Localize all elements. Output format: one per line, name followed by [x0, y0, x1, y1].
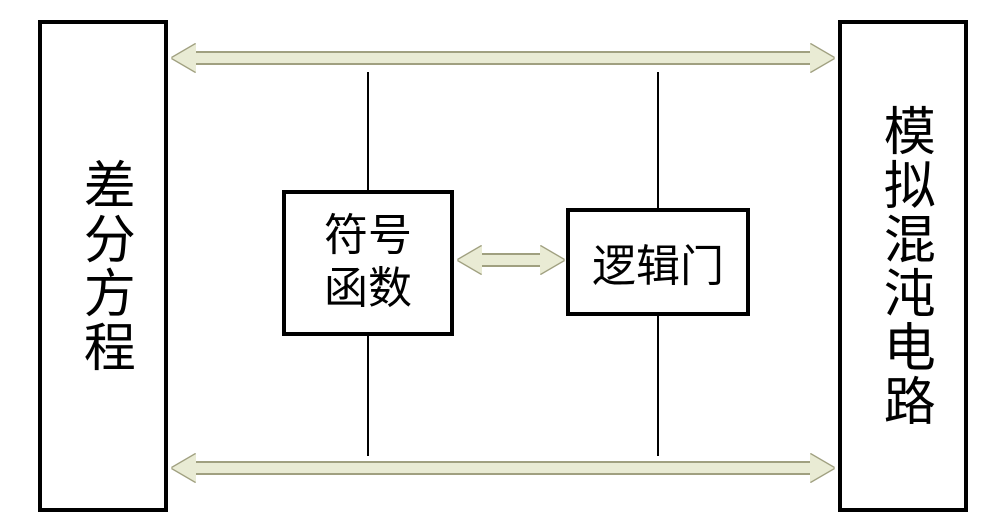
- node-left-label: 差分方程: [76, 158, 131, 374]
- arrow-shaft: [482, 253, 540, 267]
- connector-line: [657, 72, 659, 208]
- node-mid-left: 符号 函数: [282, 190, 454, 336]
- arrow-head-left-icon: [172, 44, 196, 72]
- arrow-middle: [458, 246, 564, 274]
- node-mid-left-line2: 函数: [324, 263, 412, 316]
- node-left: 差分方程: [38, 20, 168, 512]
- connector-line: [367, 336, 369, 456]
- node-mid-left-text: 符号 函数: [324, 210, 412, 316]
- arrow-top: [172, 44, 834, 72]
- node-mid-left-line1: 符号: [324, 210, 412, 263]
- arrow-head-right-icon: [810, 454, 834, 482]
- arrow-shaft: [196, 51, 810, 65]
- arrow-shaft: [196, 461, 810, 475]
- node-mid-right: 逻辑门: [566, 208, 750, 316]
- connector-line: [657, 316, 659, 456]
- arrow-head-left-icon: [458, 246, 482, 274]
- node-right: 模拟混沌电路: [838, 20, 968, 512]
- arrow-head-right-icon: [810, 44, 834, 72]
- node-right-label: 模拟混沌电路: [876, 104, 931, 428]
- arrow-head-left-icon: [172, 454, 196, 482]
- connector-line: [367, 72, 369, 190]
- node-mid-right-label: 逻辑门: [592, 230, 724, 294]
- arrow-head-right-icon: [540, 246, 564, 274]
- arrow-bottom: [172, 454, 834, 482]
